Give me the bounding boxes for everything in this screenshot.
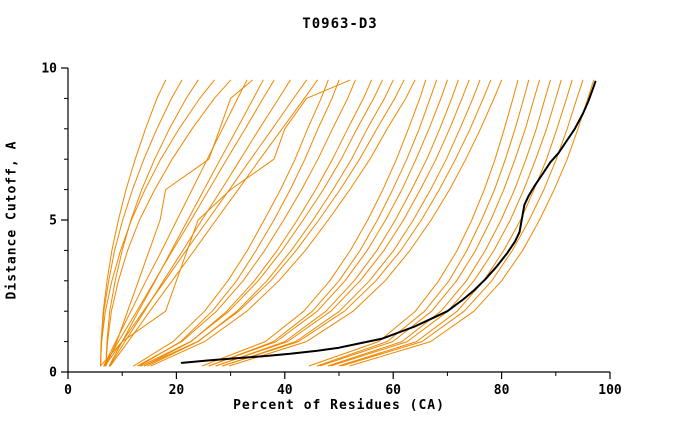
model-curve (215, 79, 459, 367)
model-curve (330, 79, 562, 367)
model-curve (349, 79, 595, 367)
model-curve (143, 79, 372, 367)
plot-title: T0963-D3 (302, 16, 378, 32)
y-tick-label: 0 (49, 366, 57, 381)
model-curve (103, 79, 275, 367)
model-curve (139, 79, 340, 367)
model-curve (103, 79, 248, 367)
model-curve (215, 79, 470, 367)
model-curve (338, 79, 573, 367)
model-curve (104, 79, 307, 367)
model-curve (108, 79, 264, 367)
model-curve (105, 79, 253, 367)
x-tick-label: 0 (64, 383, 72, 398)
x-axis-label: Percent of Residues (CA) (233, 398, 445, 413)
model-curve (308, 79, 519, 367)
model-curve (341, 79, 584, 367)
model-curve (136, 79, 356, 367)
y-tick-label: 10 (41, 62, 57, 77)
model-curve (229, 79, 503, 367)
model-curve (222, 79, 492, 367)
model-curve (143, 79, 405, 367)
x-tick-label: 60 (385, 383, 401, 398)
x-tick-label: 100 (598, 383, 622, 398)
model-curve (109, 79, 318, 367)
model-curve (222, 79, 481, 367)
model-curve (209, 79, 438, 367)
model-curve (100, 79, 351, 367)
model-curve (208, 79, 448, 367)
model-curve (147, 79, 394, 367)
model-curve (201, 79, 427, 367)
model-curve (100, 79, 183, 367)
model-curve (109, 79, 291, 367)
y-tick-label: 5 (49, 214, 57, 229)
model-curve (133, 79, 329, 367)
model-curve (319, 79, 540, 367)
model-curve (105, 79, 199, 367)
model-curve (100, 79, 215, 367)
x-tick-label: 20 (169, 383, 185, 398)
model-curve (140, 79, 383, 367)
model-curve (105, 79, 232, 367)
model-curve (100, 79, 167, 367)
x-tick-label: 80 (494, 383, 510, 398)
x-tick-label: 40 (277, 383, 293, 398)
highlighted-model-curve (180, 80, 597, 364)
model-curve (316, 79, 530, 367)
model-curve (150, 79, 416, 367)
